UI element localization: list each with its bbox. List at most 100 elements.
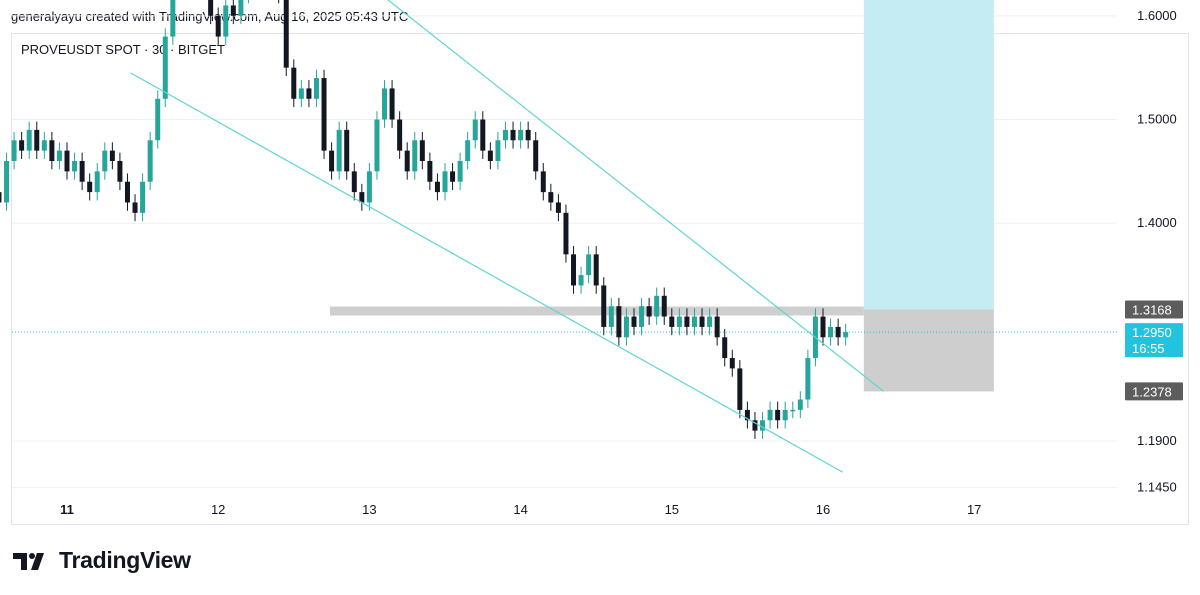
candle-body-105[interactable] xyxy=(707,316,713,327)
candle-body-52[interactable] xyxy=(306,88,312,99)
candle-body-82[interactable] xyxy=(533,140,539,172)
candle-body-118[interactable] xyxy=(805,358,811,400)
candle-body-80[interactable] xyxy=(518,129,524,141)
candle-body-69[interactable] xyxy=(434,181,440,193)
candle-body-106[interactable] xyxy=(714,316,720,338)
candle-body-42[interactable] xyxy=(230,5,236,16)
candle-body-27[interactable] xyxy=(117,161,123,182)
candle-body-51[interactable] xyxy=(298,88,304,99)
candle-body-98[interactable] xyxy=(654,295,660,317)
entry-band[interactable] xyxy=(330,306,864,316)
candle-body-29[interactable] xyxy=(132,202,138,213)
candle-body-61[interactable] xyxy=(374,119,380,172)
candle-body-62[interactable] xyxy=(382,88,388,120)
candle-body-30[interactable] xyxy=(140,181,146,213)
candle-body-56[interactable] xyxy=(336,129,342,172)
candle-body-75[interactable] xyxy=(480,119,486,151)
candle-body-101[interactable] xyxy=(676,316,682,327)
candle-body-123[interactable] xyxy=(843,332,849,338)
candle-body-122[interactable] xyxy=(835,326,841,338)
candle-body-20[interactable] xyxy=(64,150,70,172)
candle-body-11[interactable] xyxy=(0,192,2,203)
candle-body-67[interactable] xyxy=(419,140,425,161)
candle-body-25[interactable] xyxy=(102,150,108,172)
candle-body-103[interactable] xyxy=(691,316,697,327)
candle-body-86[interactable] xyxy=(563,212,569,255)
candle-body-57[interactable] xyxy=(344,129,350,172)
candle-body-107[interactable] xyxy=(722,337,728,359)
candle-body-95[interactable] xyxy=(631,316,637,327)
candle-body-26[interactable] xyxy=(109,150,115,161)
candle-body-73[interactable] xyxy=(465,140,471,161)
candle-body-74[interactable] xyxy=(472,119,478,141)
candle-body-53[interactable] xyxy=(313,78,319,99)
candle-body-66[interactable] xyxy=(412,140,418,172)
candle-body-22[interactable] xyxy=(79,161,85,182)
candle-body-68[interactable] xyxy=(427,161,433,182)
candle-body-63[interactable] xyxy=(389,88,395,120)
candle-body-32[interactable] xyxy=(155,98,161,141)
candle-body-96[interactable] xyxy=(639,306,645,327)
candle-body-18[interactable] xyxy=(49,140,55,161)
candle-body-65[interactable] xyxy=(404,150,410,172)
candle-body-85[interactable] xyxy=(555,202,561,213)
candle-body-17[interactable] xyxy=(41,140,47,151)
candle-body-14[interactable] xyxy=(19,140,25,151)
candle-body-88[interactable] xyxy=(578,275,584,286)
candle-body-120[interactable] xyxy=(820,316,826,338)
candle-body-15[interactable] xyxy=(26,129,32,151)
candle-body-111[interactable] xyxy=(752,420,758,431)
candle-body-94[interactable] xyxy=(623,316,629,338)
candle-body-34[interactable] xyxy=(170,0,176,37)
candle-body-84[interactable] xyxy=(548,192,554,203)
candle-body-28[interactable] xyxy=(124,181,130,203)
tradingview-brand[interactable]: TradingView xyxy=(13,547,191,574)
candle-body-99[interactable] xyxy=(661,295,667,317)
candle-body-55[interactable] xyxy=(329,150,335,172)
candle-body-117[interactable] xyxy=(797,399,803,410)
candle-body-90[interactable] xyxy=(593,254,599,286)
candle-body-60[interactable] xyxy=(366,171,372,203)
candle-body-92[interactable] xyxy=(608,306,614,327)
candle-body-112[interactable] xyxy=(760,420,766,431)
candle-body-49[interactable] xyxy=(283,0,289,68)
candle-body-58[interactable] xyxy=(351,171,357,193)
symbol-title[interactable]: PROVEUSDT SPOT · 30 · BITGET xyxy=(21,42,225,57)
candle-body-31[interactable] xyxy=(147,140,153,182)
channel-line-1[interactable] xyxy=(130,72,843,473)
candle-body-87[interactable] xyxy=(571,254,577,286)
candle-body-12[interactable] xyxy=(4,161,10,203)
candle-body-24[interactable] xyxy=(94,171,100,193)
candle-body-110[interactable] xyxy=(744,409,750,421)
candle-body-39[interactable] xyxy=(208,0,214,16)
candle-body-13[interactable] xyxy=(11,140,17,161)
candle-body-59[interactable] xyxy=(359,192,365,203)
candle-body-121[interactable] xyxy=(828,326,834,338)
candle-body-81[interactable] xyxy=(525,129,531,141)
candle-body-91[interactable] xyxy=(601,285,607,327)
candle-body-70[interactable] xyxy=(442,171,448,193)
candle-body-54[interactable] xyxy=(321,78,327,151)
candle-body-79[interactable] xyxy=(510,129,516,141)
candle-body-43[interactable] xyxy=(238,0,244,16)
stop-zone[interactable] xyxy=(863,309,994,392)
target-zone[interactable] xyxy=(863,0,994,310)
candle-body-93[interactable] xyxy=(616,306,622,338)
candle-body-97[interactable] xyxy=(646,306,652,317)
candle-body-33[interactable] xyxy=(162,36,168,99)
channel-line-0[interactable] xyxy=(185,0,884,392)
candle-body-40[interactable] xyxy=(215,15,221,37)
candle-body-71[interactable] xyxy=(450,171,456,182)
candle-body-21[interactable] xyxy=(72,161,78,172)
candle-body-115[interactable] xyxy=(782,409,788,421)
candle-body-83[interactable] xyxy=(540,171,546,193)
candle-body-89[interactable] xyxy=(586,254,592,276)
candle-body-104[interactable] xyxy=(699,316,705,327)
candle-body-108[interactable] xyxy=(729,358,735,369)
candle-body-77[interactable] xyxy=(495,140,501,161)
candle-body-16[interactable] xyxy=(34,129,40,151)
candle-body-113[interactable] xyxy=(767,409,773,421)
candle-body-19[interactable] xyxy=(56,150,62,161)
candle-body-72[interactable] xyxy=(457,161,463,182)
